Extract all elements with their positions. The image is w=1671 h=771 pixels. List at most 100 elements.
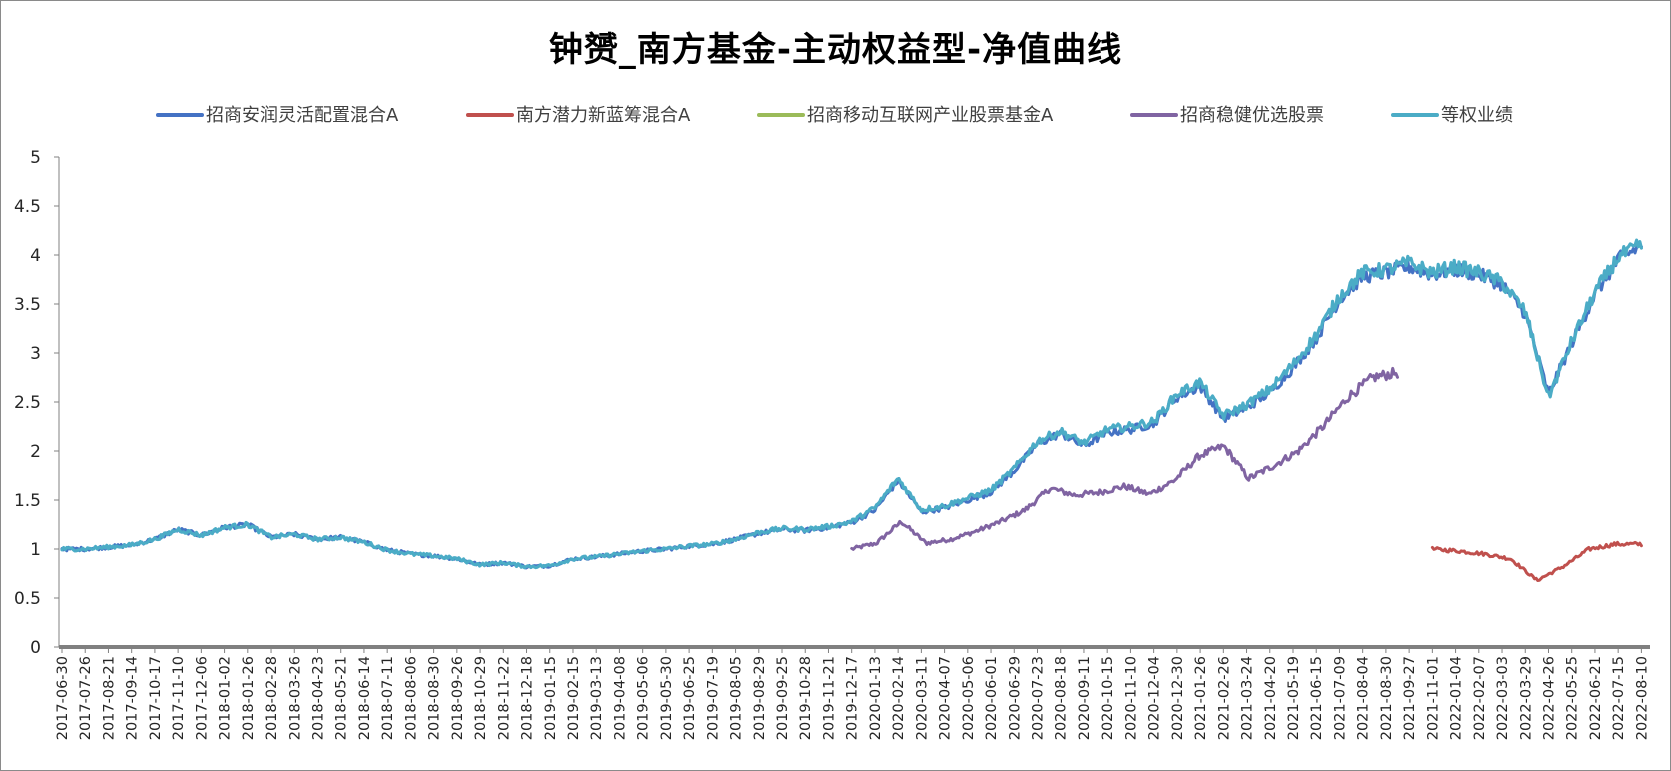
x-tick-label: 2020-05-06 — [961, 656, 977, 740]
x-tick-label: 2018-11-22 — [496, 656, 512, 740]
x-tick-label: 2020-06-01 — [984, 656, 1000, 740]
x-tick-label: 2022-03-29 — [1518, 656, 1534, 740]
series-line — [850, 366, 1399, 551]
x-tick-label: 2019-05-30 — [659, 656, 675, 740]
y-tick-label: 3.5 — [14, 295, 41, 315]
series-lines — [60, 238, 1643, 582]
x-tick-label: 2019-10-28 — [798, 656, 814, 740]
x-tick-label: 2018-07-11 — [380, 656, 396, 740]
x-tick-label: 2019-07-19 — [705, 656, 721, 740]
y-tick-label: 4 — [30, 246, 41, 266]
x-tick-label: 2021-07-09 — [1332, 656, 1348, 740]
x-tick-label: 2020-01-13 — [868, 656, 884, 740]
x-tick-label: 2022-01-04 — [1449, 656, 1465, 740]
x-tick-label: 2018-01-26 — [241, 656, 257, 740]
x-tick-label: 2018-01-02 — [218, 656, 234, 740]
chart-title: 钟赟_南方基金-主动权益型-净值曲线 — [548, 30, 1123, 70]
x-tick-label: 2017-07-26 — [78, 656, 94, 740]
x-tick-label: 2022-04-26 — [1541, 656, 1557, 740]
x-tick-label: 2021-03-24 — [1240, 656, 1256, 740]
y-tick-label: 1 — [30, 540, 41, 560]
x-tick-label: 2019-08-29 — [752, 656, 768, 740]
x-tick-label: 2020-06-29 — [1007, 656, 1023, 740]
x-tick-label: 2018-04-23 — [310, 656, 326, 740]
x-tick-label: 2021-09-27 — [1402, 656, 1418, 740]
x-tick-label: 2022-07-15 — [1611, 656, 1627, 740]
x-tick-label: 2022-06-21 — [1588, 656, 1604, 740]
x-tick-label: 2020-02-14 — [891, 656, 907, 740]
x-tick-label: 2020-04-07 — [938, 656, 954, 740]
y-tick-label: 0 — [30, 638, 41, 658]
x-tick-label: 2019-08-05 — [729, 656, 745, 740]
y-tick-label: 2 — [30, 442, 41, 462]
x-tick-label: 2022-03-03 — [1495, 656, 1511, 740]
x-tick-label: 2017-09-14 — [125, 656, 141, 740]
y-tick-label: 2.5 — [14, 393, 41, 413]
x-tick-label: 2018-05-21 — [334, 656, 350, 740]
legend-item: 等权业绩 — [1391, 105, 1513, 126]
x-tick-label: 2020-08-18 — [1054, 656, 1070, 740]
x-tick-label: 2019-01-15 — [543, 656, 559, 740]
y-tick-label: 1.5 — [14, 491, 41, 511]
x-tick-label: 2021-02-26 — [1216, 656, 1232, 740]
x-tick-label: 2020-09-11 — [1077, 656, 1093, 740]
x-tick-label: 2020-10-15 — [1100, 656, 1116, 740]
x-tick-label: 2021-11-01 — [1425, 656, 1441, 740]
y-axis: 0 0.5 1 1.5 2 2.5 3 3.5 4 4.5 5 — [14, 148, 60, 658]
legend-label: 招商稳健优选股票 — [1180, 105, 1324, 126]
x-axis: 2017-06-30 2017-07-26 2017-08-21 2017-09-14… — [55, 645, 1650, 740]
x-tick-label: 2017-11-10 — [171, 656, 187, 740]
series-line — [60, 238, 1643, 570]
x-tick-label: 2018-03-26 — [287, 656, 303, 740]
x-tick-label: 2021-08-30 — [1379, 656, 1395, 740]
x-tick-label: 2022-02-07 — [1472, 656, 1488, 740]
x-tick-label: 2021-01-26 — [1193, 656, 1209, 740]
legend-item: 招商安润灵活配置混合A — [156, 105, 399, 126]
series-line — [1430, 540, 1643, 582]
legend-label: 招商移动互联网产业股票基金A — [807, 105, 1054, 126]
x-tick-label: 2022-05-25 — [1565, 656, 1581, 740]
x-tick-label: 2020-12-04 — [1147, 656, 1163, 740]
x-tick-label: 2019-06-25 — [682, 656, 698, 740]
legend-label: 南方潜力新蓝筹混合A — [516, 105, 691, 126]
y-tick-label: 3 — [30, 344, 41, 364]
x-tick-label: 2019-03-13 — [589, 656, 605, 740]
x-tick-label: 2018-06-14 — [357, 656, 373, 740]
x-tick-label: 2018-10-29 — [473, 656, 489, 740]
y-tick-label: 0.5 — [14, 589, 41, 609]
x-tick-label: 2019-02-15 — [566, 656, 582, 740]
x-tick-label: 2021-04-20 — [1263, 656, 1279, 740]
x-tick-label: 2018-12-18 — [520, 656, 536, 740]
x-tick-label: 2017-12-06 — [194, 656, 210, 740]
legend-item: 招商稳健优选股票 — [1130, 105, 1324, 126]
x-tick-label: 2018-08-30 — [427, 656, 443, 740]
x-tick-label: 2017-08-21 — [101, 656, 117, 740]
x-tick-label: 2017-06-30 — [55, 656, 71, 740]
x-tick-label: 2020-12-30 — [1170, 656, 1186, 740]
legend-item: 招商移动互联网产业股票基金A — [757, 105, 1054, 126]
x-tick-label: 2020-03-11 — [914, 656, 930, 740]
x-tick-label: 2020-07-23 — [1031, 656, 1047, 740]
y-tick-label: 5 — [30, 148, 41, 168]
legend: 招商安润灵活配置混合A 南方潜力新蓝筹混合A 招商移动互联网产业股票基金A 招商稳健优… — [156, 105, 1513, 126]
legend-label: 招商安润灵活配置混合A — [206, 105, 399, 126]
legend-item: 南方潜力新蓝筹混合A — [466, 105, 691, 126]
x-tick-label: 2019-12-17 — [845, 656, 861, 740]
x-tick-label: 2021-08-04 — [1356, 656, 1372, 740]
x-tick-label: 2021-06-15 — [1309, 656, 1325, 740]
legend-label: 等权业绩 — [1441, 105, 1513, 126]
x-tick-label: 2019-09-25 — [775, 656, 791, 740]
y-tick-label: 4.5 — [14, 197, 41, 217]
x-tick-label: 2018-02-28 — [264, 656, 280, 740]
x-tick-label: 2019-05-06 — [636, 656, 652, 740]
x-tick-label: 2020-11-10 — [1123, 656, 1139, 740]
x-tick-label: 2021-05-19 — [1286, 656, 1302, 740]
x-tick-label: 2019-11-21 — [821, 656, 837, 740]
x-tick-label: 2018-08-06 — [403, 656, 419, 740]
x-tick-label: 2017-10-17 — [148, 656, 164, 740]
x-tick-label: 2019-04-08 — [612, 656, 628, 740]
x-tick-label: 2022-08-10 — [1634, 656, 1650, 740]
x-tick-label: 2018-09-26 — [450, 656, 466, 740]
